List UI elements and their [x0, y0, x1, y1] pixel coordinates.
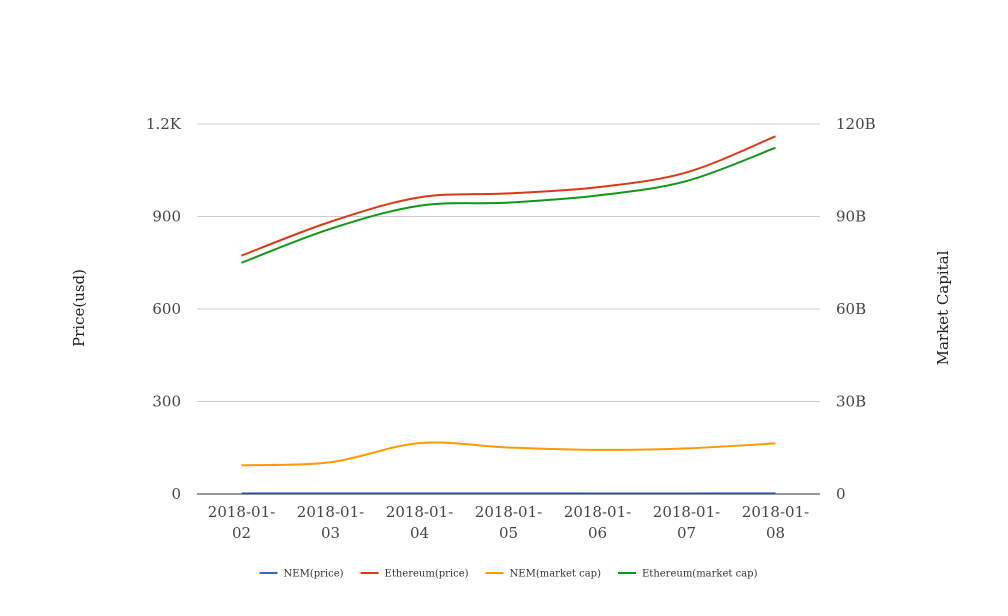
right-tick-label: 90B — [836, 208, 866, 226]
left-tick-label: 900 — [152, 208, 181, 226]
right-tick-label: 120B — [836, 115, 876, 133]
left-axis-ticks: 0 300 600 900 1.2K — [146, 115, 182, 503]
legend-label: NEM(price) — [284, 569, 344, 580]
legend-item-ethereum-market-cap[interactable]: Ethereum(market cap) — [618, 569, 758, 580]
x-tick-label: 2018-01-07 — [653, 503, 720, 542]
legend-label: Ethereum(market cap) — [642, 569, 758, 580]
left-tick-label: 0 — [171, 485, 181, 503]
x-tick-label: 2018-01-04 — [386, 503, 453, 542]
x-tick-label: 2018-01-08 — [742, 503, 809, 542]
x-tick-label: 2018-01-03 — [297, 503, 364, 542]
x-tick-label: 2018-01-05 — [475, 503, 542, 542]
legend-label: Ethereum(price) — [385, 569, 469, 580]
legend-item-nem-market-cap[interactable]: NEM(market cap) — [485, 569, 602, 580]
left-tick-label: 600 — [152, 300, 181, 318]
right-axis-ticks: 0 30B 60B 90B 120B — [836, 115, 876, 503]
legend-label: NEM(market cap) — [510, 569, 602, 580]
series-lines — [241, 135, 776, 495]
x-tick-label: 2018-01-02 — [208, 503, 275, 542]
legend-item-ethereum-price[interactable]: Ethereum(price) — [360, 569, 469, 580]
grid-lines — [197, 123, 820, 402]
legend: NEM(price) Ethereum(price) NEM(market cap)… — [259, 569, 758, 580]
right-tick-label: 60B — [836, 300, 866, 318]
series-line-nem-market-cap — [241, 441, 776, 467]
left-tick-label: 300 — [152, 393, 181, 411]
series-line-ethereum-price — [241, 135, 776, 257]
right-axis-title: Market Capital — [934, 250, 952, 365]
left-tick-label: 1.2K — [146, 115, 182, 133]
left-axis-title: Price(usd) — [70, 269, 88, 347]
right-tick-label: 0 — [836, 485, 846, 503]
legend-item-nem-price[interactable]: NEM(price) — [259, 569, 344, 580]
series-line-ethereum-market-cap — [241, 146, 776, 264]
x-axis-ticks: 2018-01-02 2018-01-03 2018-01-04 2018-01-05… — [208, 503, 809, 542]
x-tick-label: 2018-01-06 — [564, 503, 631, 542]
right-tick-label: 30B — [836, 393, 866, 411]
